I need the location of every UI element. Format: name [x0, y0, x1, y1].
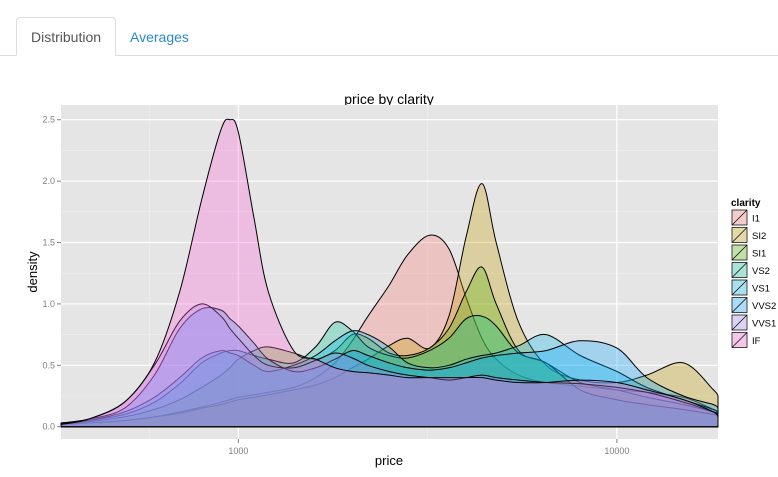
y-tick-label: 1.5 — [42, 238, 55, 248]
legend-title: clarity — [731, 198, 761, 209]
legend-item-vvs2: VVS2 — [730, 296, 776, 314]
legend-label: VVS1 — [752, 319, 776, 330]
density-area-si2 — [60, 183, 719, 428]
density-area-vs1 — [60, 330, 719, 428]
plot-area: price by clarity 0.0 0.5 1.0 1.5 2.0 2.5 1000 1… — [0, 78, 778, 472]
axes: 0.0 0.5 1.0 1.5 2.0 2.5 1000 10000 — [42, 115, 629, 456]
legend-key-slash — [731, 332, 748, 348]
legend-label: I1 — [752, 214, 760, 225]
density-area-vvs2 — [60, 306, 719, 428]
legend-item-vs1: VS1 — [730, 278, 770, 297]
density-area-vs2 — [60, 314, 719, 428]
tab-averages[interactable]: Averages — [130, 29, 189, 45]
x-axis-label: price — [375, 453, 403, 468]
legend-key-slash — [731, 297, 748, 313]
legend-label: SI1 — [752, 249, 766, 260]
legend-key-slash — [731, 314, 748, 331]
y-tick-label: 2.5 — [42, 115, 55, 125]
density-area-vvs1 — [60, 303, 719, 428]
legend-label: SI2 — [752, 231, 766, 242]
legend-label: VS1 — [752, 284, 770, 295]
tab-bar: Distribution Averages — [0, 0, 778, 56]
x-tick-label: 10000 — [604, 446, 629, 456]
density-area-i1 — [60, 234, 719, 428]
density-area-if — [60, 118, 719, 428]
chart-title: price by clarity — [344, 91, 433, 107]
density-areas — [60, 118, 719, 428]
tab-distribution[interactable]: Distribution — [16, 17, 117, 56]
y-tick-label: 2.0 — [42, 176, 55, 186]
legend-key-slash — [731, 244, 748, 261]
legend-label: VVS2 — [752, 301, 776, 312]
y-axis-label: density — [25, 251, 40, 293]
y-tick-label: 0.5 — [42, 360, 55, 370]
legend: clarity I1 SI2 SI1 VS2 VS1 VVS2 VVS1 IF — [730, 198, 776, 349]
legend-label: IF — [752, 336, 761, 347]
grid — [61, 105, 718, 439]
legend-item-i1: I1 — [730, 208, 760, 227]
x-tick-label: 1000 — [228, 446, 248, 456]
density-chart: price by clarity 0.0 0.5 1.0 1.5 2.0 2.5 1000 1… — [25, 91, 776, 468]
legend-key-slash — [731, 209, 748, 226]
legend-item-si1: SI1 — [730, 243, 766, 262]
legend-label: VS2 — [752, 266, 770, 277]
legend-key-slash — [731, 262, 748, 278]
legend-key-slash — [731, 227, 748, 243]
legend-key-slash — [731, 279, 748, 296]
legend-item-vvs1: VVS1 — [730, 313, 776, 332]
legend-item-si2: SI2 — [730, 226, 766, 244]
legend-item-vs2: VS2 — [730, 261, 770, 279]
legend-item-if: IF — [730, 331, 761, 349]
y-tick-label: 1.0 — [42, 299, 55, 309]
y-tick-label: 0.0 — [42, 422, 55, 432]
